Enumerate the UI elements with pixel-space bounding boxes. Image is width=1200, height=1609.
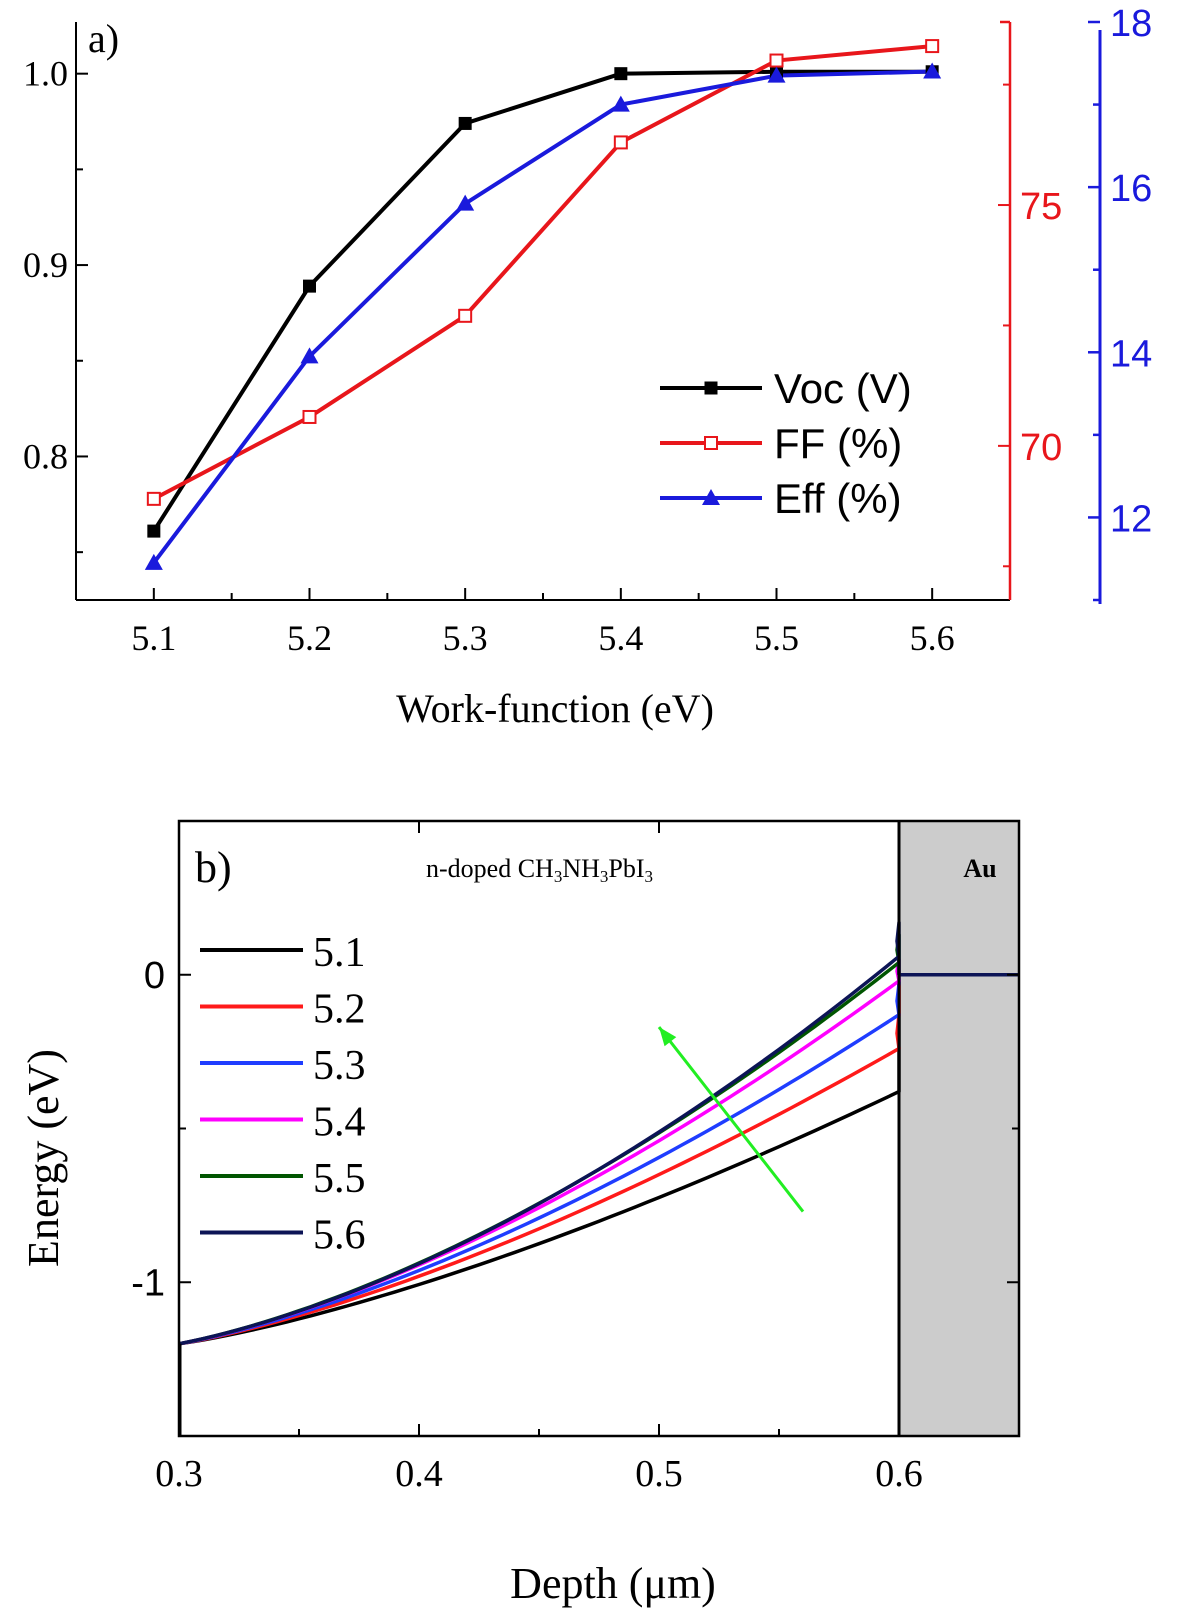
series-line xyxy=(178,957,901,1346)
data-point xyxy=(456,194,475,211)
panel-b-label: b) xyxy=(195,843,232,892)
data-point xyxy=(923,62,942,79)
y-tick-label: -1 xyxy=(131,1262,165,1304)
panel-a-axes: 5.1 5.2 5.3 5.4 5.5 5.6 0.8 0.9 1.0 70 75 12 14 16 18 xyxy=(23,3,1152,658)
data-point xyxy=(146,491,161,506)
x-tick-label: 5.4 xyxy=(598,618,643,658)
data-point xyxy=(611,95,630,112)
data-point xyxy=(769,53,784,68)
red-tick-label: 75 xyxy=(1020,186,1062,228)
data-point xyxy=(458,116,472,130)
au-region-label: Au xyxy=(963,854,996,883)
data-point xyxy=(303,279,316,293)
region-label-part: PbI xyxy=(608,854,644,883)
region-label-part: 3 xyxy=(600,867,609,886)
legend-marker xyxy=(702,489,720,505)
data-point xyxy=(300,347,319,364)
left-tick-label: 0.8 xyxy=(23,436,68,476)
data-point xyxy=(925,39,940,54)
legend-label: 5.6 xyxy=(313,1213,366,1259)
legend-label: 5.4 xyxy=(313,1100,366,1146)
region-label-part: NH xyxy=(562,854,600,883)
series-line xyxy=(178,974,901,1346)
panel-b-legend: 5.1 5.2 5.3 5.4 5.5 5.6 xyxy=(200,930,366,1259)
panel-b-xlabel: Depth (μm) xyxy=(510,1559,716,1608)
panel-b-ylabel: Energy (eV) xyxy=(19,1049,68,1267)
x-tick-label: 5.1 xyxy=(131,618,176,658)
left-tick-label: 0.9 xyxy=(23,245,68,285)
trend-arrow-shaft xyxy=(657,1026,805,1213)
data-point xyxy=(144,553,163,570)
plot-frame xyxy=(177,819,1021,1438)
panel-a-series xyxy=(144,39,942,570)
x-tick-label: 5.6 xyxy=(910,618,955,658)
series-line xyxy=(178,974,901,1346)
data-point xyxy=(767,66,786,83)
legend-label: Voc (V) xyxy=(774,365,912,412)
region-label-part: n-doped CH xyxy=(426,854,554,883)
left-tick-label: 1.0 xyxy=(23,54,68,94)
legend-label: 5.5 xyxy=(313,1156,366,1202)
x-tick-label: 0.6 xyxy=(875,1453,923,1495)
data-point xyxy=(458,308,473,323)
blue-tick-label: 12 xyxy=(1110,498,1152,540)
series-line xyxy=(152,69,933,533)
y-tick-label: 0 xyxy=(144,955,165,997)
x-tick-label: 0.5 xyxy=(635,1453,683,1495)
au-region xyxy=(899,821,1019,1436)
blue-tick-label: 14 xyxy=(1110,333,1152,375)
legend-label: 5.2 xyxy=(313,987,366,1033)
data-point xyxy=(613,135,628,150)
panel-b-axes: 0.3 0.4 0.5 0.6 -1 0 xyxy=(131,819,1021,1495)
panel-b: 0.3 0.4 0.5 0.6-10 b) Au n-doped CH3NH3PbI3… xyxy=(19,819,1021,1608)
trend-arrow-head xyxy=(659,1027,677,1047)
series-line xyxy=(178,933,901,1346)
data-point xyxy=(302,409,317,424)
panel-a-xlabel: Work-function (eV) xyxy=(396,686,714,731)
series-line xyxy=(178,974,901,1346)
x-tick-label: 5.2 xyxy=(287,618,332,658)
series-line xyxy=(178,920,901,1346)
panel-a: a) 5.1 5.2 5.3 5.4 5.5 5.6 0.8 0.9 1.0 70 75 12 14 16… xyxy=(23,3,1152,731)
blue-tick-label: 16 xyxy=(1110,168,1152,210)
legend-label: 5.3 xyxy=(313,1043,366,1089)
perovskite-region-label: n-doped CH3NH3PbI3 xyxy=(426,854,653,886)
panel-a-legend: Voc (V) FF (%) Eff (%) xyxy=(660,365,912,522)
legend-marker xyxy=(704,436,718,450)
blue-tick-label: 18 xyxy=(1110,3,1152,45)
x-tick-label: 5.5 xyxy=(754,618,799,658)
panel-a-label: a) xyxy=(88,16,119,61)
series-line xyxy=(152,44,933,501)
data-point xyxy=(147,524,161,538)
x-tick-label: 5.3 xyxy=(443,618,488,658)
legend-label: FF (%) xyxy=(774,420,902,467)
red-tick-label: 70 xyxy=(1020,427,1062,469)
x-tick-label: 0.4 xyxy=(395,1453,443,1495)
panel-b-series xyxy=(178,920,1019,1436)
region-label-part: 3 xyxy=(554,867,563,886)
panel-b-background xyxy=(899,821,1019,1436)
series-line xyxy=(152,69,933,565)
legend-marker xyxy=(704,381,718,395)
legend-label: Eff (%) xyxy=(774,475,902,522)
region-label-part: 3 xyxy=(645,867,654,886)
x-tick-label: 0.3 xyxy=(155,1453,203,1495)
legend-label: 5.1 xyxy=(313,930,366,976)
data-point xyxy=(614,67,628,81)
